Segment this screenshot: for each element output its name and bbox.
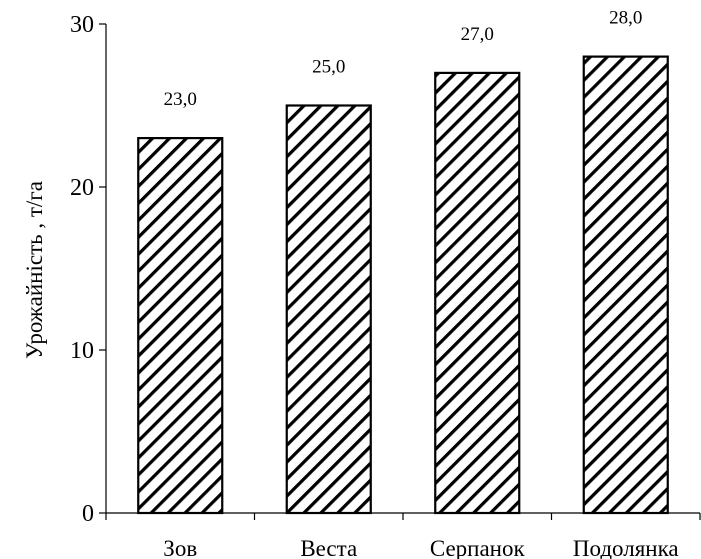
- x-axis-ticks: Зов Веста Серпанок Подолянка: [106, 513, 700, 559]
- bars-group: [138, 57, 668, 513]
- bar-2: [287, 106, 371, 514]
- y-tick-label: 20: [70, 175, 94, 201]
- data-label: 28,0: [609, 8, 642, 29]
- y-axis-title: Урожайність , т/га: [22, 181, 47, 359]
- data-label: 27,0: [461, 24, 494, 45]
- category-label: Серпанок: [430, 536, 526, 559]
- data-labels-group: 23,0 25,0 27,0 28,0: [164, 8, 643, 111]
- data-label: 23,0: [164, 89, 197, 110]
- y-tick-label: 0: [82, 501, 94, 527]
- category-label: Подолянка: [573, 536, 679, 559]
- bar-3: [435, 73, 519, 513]
- y-axis-ticks: 0 10 20 30: [70, 12, 106, 527]
- category-label: Зов: [163, 536, 197, 559]
- category-label: Веста: [300, 536, 357, 559]
- y-tick-label: 10: [70, 338, 94, 364]
- bar-1: [138, 138, 222, 513]
- data-label: 25,0: [312, 57, 345, 78]
- y-tick-label: 30: [70, 12, 94, 38]
- bar-4: [584, 57, 668, 513]
